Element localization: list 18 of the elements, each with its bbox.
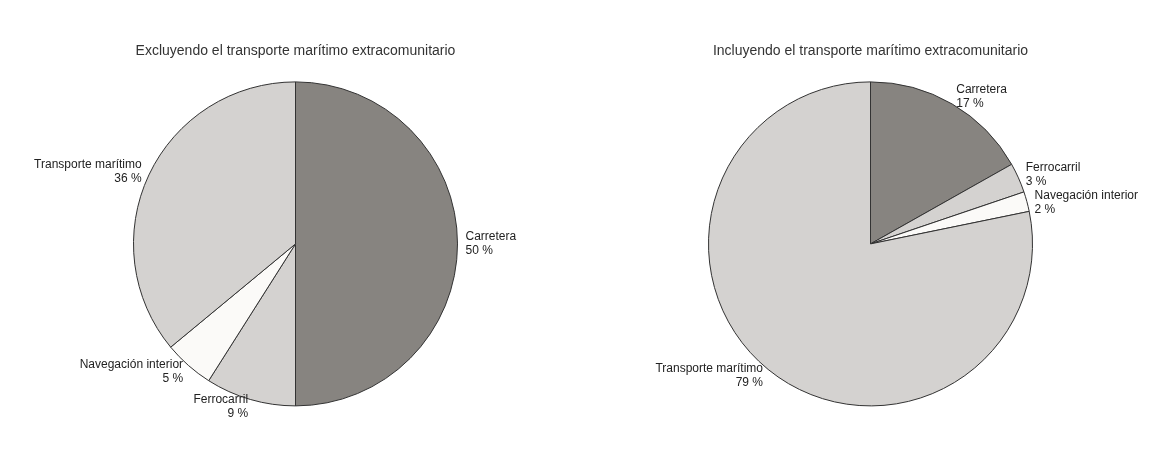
slice-label: Ferrocarril xyxy=(1025,159,1081,174)
chart-title: Incluyendo el transporte marítimo extracomunitario xyxy=(712,42,1029,59)
slice-label: Carretera xyxy=(465,229,517,244)
slice-label: Navegación interior xyxy=(79,356,184,371)
data-label: 79 % xyxy=(735,374,764,389)
data-label: 36 % xyxy=(114,170,142,185)
slice-label: Transporte marítimo xyxy=(34,156,142,171)
chart-title: Excluyendo el transporte marítimo extracomunitario xyxy=(135,42,456,59)
slice-label: Navegación interior xyxy=(1034,187,1138,202)
data-label: 17 % xyxy=(956,96,984,111)
data-label: 2 % xyxy=(1034,201,1056,216)
data-label: 9 % xyxy=(227,406,249,421)
slice-label: Ferrocarril xyxy=(193,392,249,407)
slice-label: Carretera xyxy=(956,82,1008,97)
slice-label: Transporte marítimo xyxy=(655,360,764,375)
data-label: 5 % xyxy=(162,370,184,385)
data-label: 3 % xyxy=(1025,173,1047,188)
data-label: 50 % xyxy=(465,243,494,258)
